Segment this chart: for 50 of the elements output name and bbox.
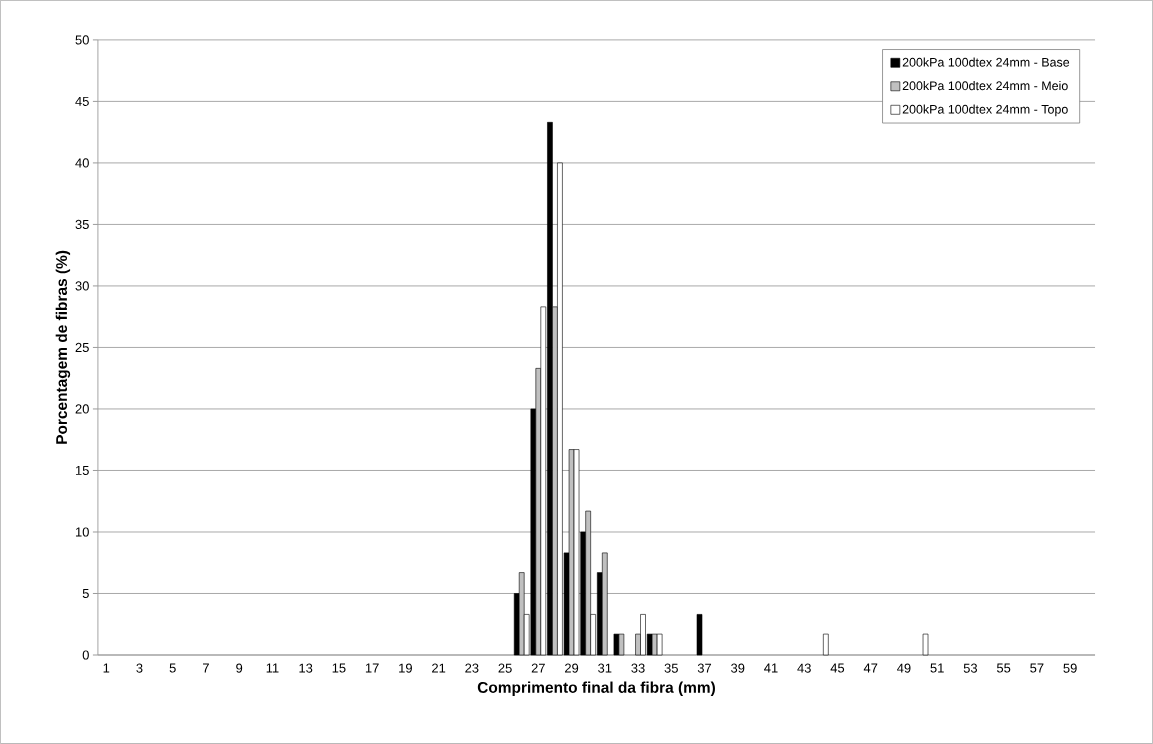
y-tick-label: 5	[82, 589, 89, 599]
x-tick-label: 39	[731, 663, 745, 673]
x-tick-label: 57	[1030, 663, 1044, 673]
y-tick-label: 35	[75, 219, 89, 230]
x-tick-label: 3	[136, 663, 143, 673]
y-tick-label: 20	[75, 404, 89, 414]
y-tick-label: 45	[75, 96, 89, 106]
bar	[656, 633, 663, 656]
x-tick-label: 33	[631, 663, 645, 673]
x-tick-label: 49	[897, 663, 911, 673]
x-tick-label: 23	[465, 663, 479, 673]
x-tick-label: 43	[797, 663, 811, 673]
legend-label: 200kPa 100dtex 24mm - Topo	[902, 104, 1068, 117]
x-tick-label: 45	[830, 663, 845, 673]
x-tick-label: 59	[1063, 663, 1077, 673]
x-tick-label: 9	[236, 663, 243, 673]
x-tick-label: 27	[531, 663, 545, 673]
y-axis-title: Porcentagem de fibras (%)	[55, 250, 71, 444]
x-tick-label: 37	[697, 663, 712, 673]
x-tick-label: 29	[565, 663, 579, 673]
x-tick-label: 31	[598, 663, 612, 673]
bar	[823, 633, 829, 656]
x-tick-label: 55	[996, 663, 1011, 673]
x-tick-label: 41	[764, 663, 778, 673]
y-tick-label: 25	[75, 342, 89, 353]
bar	[922, 633, 929, 656]
x-tick-label: 11	[266, 663, 279, 673]
x-tick-label: 7	[203, 663, 209, 673]
bar	[696, 614, 703, 656]
x-tick-label: 13	[299, 663, 313, 673]
x-tick-label: 35	[664, 663, 678, 673]
y-tick-label: 0	[82, 650, 89, 660]
y-tick-label: 15	[75, 465, 89, 476]
legend-label: 200kPa 100dtex 24mm - Base	[902, 57, 1070, 67]
y-tick-label: 50	[75, 35, 89, 45]
x-tick-label: 1	[103, 663, 110, 673]
x-tick-label: 25	[498, 663, 512, 673]
y-tick-label: 10	[75, 527, 89, 537]
legend-label: 200kPa 100dtex 24mm - Meio	[902, 81, 1068, 91]
x-tick-label: 51	[930, 663, 944, 673]
x-tick-label: 19	[399, 663, 412, 673]
y-tick-label: 40	[75, 158, 89, 168]
x-tick-label: 21	[432, 663, 446, 673]
x-tick-label: 15	[332, 663, 346, 673]
x-tick-label: 17	[365, 663, 379, 673]
x-tick-label: 53	[963, 663, 978, 673]
x-tick-label: 5	[169, 663, 176, 673]
x-tick-label: 47	[863, 663, 878, 673]
x-axis-title: Comprimento final da fibra (mm)	[477, 681, 715, 696]
y-tick-label: 30	[75, 281, 89, 291]
